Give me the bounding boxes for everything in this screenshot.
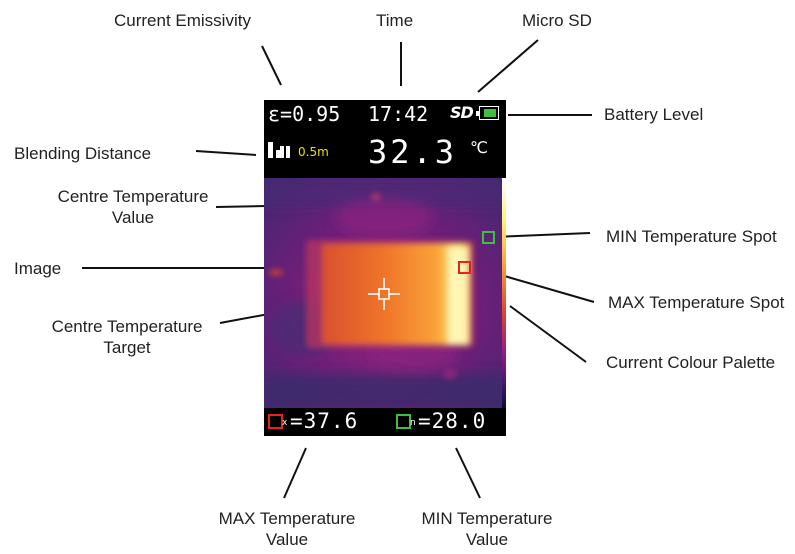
battery-terminal <box>476 111 479 116</box>
line-colour-palette <box>509 305 587 363</box>
label-max-temperature-value: MAX Temperature Value <box>192 508 382 550</box>
line-max-value <box>283 447 307 499</box>
emissivity-readout: ε=0.95 <box>268 102 341 126</box>
label-micro-sd: Micro SD <box>522 11 592 30</box>
distance-value: 0.5m <box>298 145 329 159</box>
min-marker: n <box>410 418 416 428</box>
battery-icon <box>476 106 500 120</box>
label-line: Centre Temperature <box>57 187 209 206</box>
label-time: Time <box>376 11 414 30</box>
line-min-spot <box>493 232 591 238</box>
line-emissivity <box>261 45 282 86</box>
max-temperature-value: =37.6 <box>290 409 359 433</box>
distance-and-centre-row: 0.5m 32.3 ℃ <box>264 130 506 176</box>
label-blending-distance: Blending Distance <box>14 144 152 163</box>
battery-fill <box>484 109 496 117</box>
label-current-colour-palette: Current Colour Palette <box>606 353 776 372</box>
line-micro-sd <box>477 39 539 93</box>
min-temperature-spot <box>482 231 495 244</box>
label-line: Target <box>103 338 151 357</box>
thermal-image <box>264 178 506 408</box>
label-line: MIN Temperature <box>421 509 553 528</box>
label-line: Value <box>465 530 509 549</box>
line-min-value <box>455 447 481 499</box>
thermal-camera-screen: ε=0.95 17:42 SD 0.5m 32.3 ℃ <box>264 100 506 436</box>
label-min-temperature-value: MIN Temperature Value <box>392 508 582 550</box>
label-centre-temperature-value: Centre Temperature Value <box>38 186 228 228</box>
max-temperature-spot <box>458 261 471 274</box>
label-current-emissivity: Current Emissivity <box>114 11 251 30</box>
max-spot-legend-icon <box>268 414 283 429</box>
label-max-temperature-spot: MAX Temperature Spot <box>608 293 785 312</box>
line-distance <box>195 150 257 156</box>
time-readout: 17:42 <box>368 102 429 126</box>
battery-case <box>479 106 499 120</box>
colour-palette-scale <box>502 178 506 408</box>
distance-bars-icon <box>268 142 290 158</box>
centre-temperature-value: 32.3 <box>368 133 458 171</box>
label-battery-level: Battery Level <box>604 105 704 124</box>
label-centre-temperature-target: Centre Temperature Target <box>32 316 222 358</box>
label-min-temperature-spot: MIN Temperature Spot <box>606 227 777 246</box>
min-temperature-value: =28.0 <box>418 409 487 433</box>
min-spot-legend-icon <box>396 414 411 429</box>
label-line: Value <box>111 208 155 227</box>
sd-card-icon: SD <box>450 103 474 122</box>
label-line: Centre Temperature <box>51 317 203 336</box>
label-line: MAX Temperature <box>218 509 356 528</box>
min-max-bar: x =37.6 n =28.0 <box>264 406 506 436</box>
status-bar: ε=0.95 17:42 SD <box>264 100 506 128</box>
label-image: Image <box>14 259 62 278</box>
temperature-unit: ℃ <box>470 138 488 157</box>
crosshair-icon <box>368 278 400 310</box>
max-marker: x <box>282 418 288 428</box>
label-line: Value <box>265 530 309 549</box>
